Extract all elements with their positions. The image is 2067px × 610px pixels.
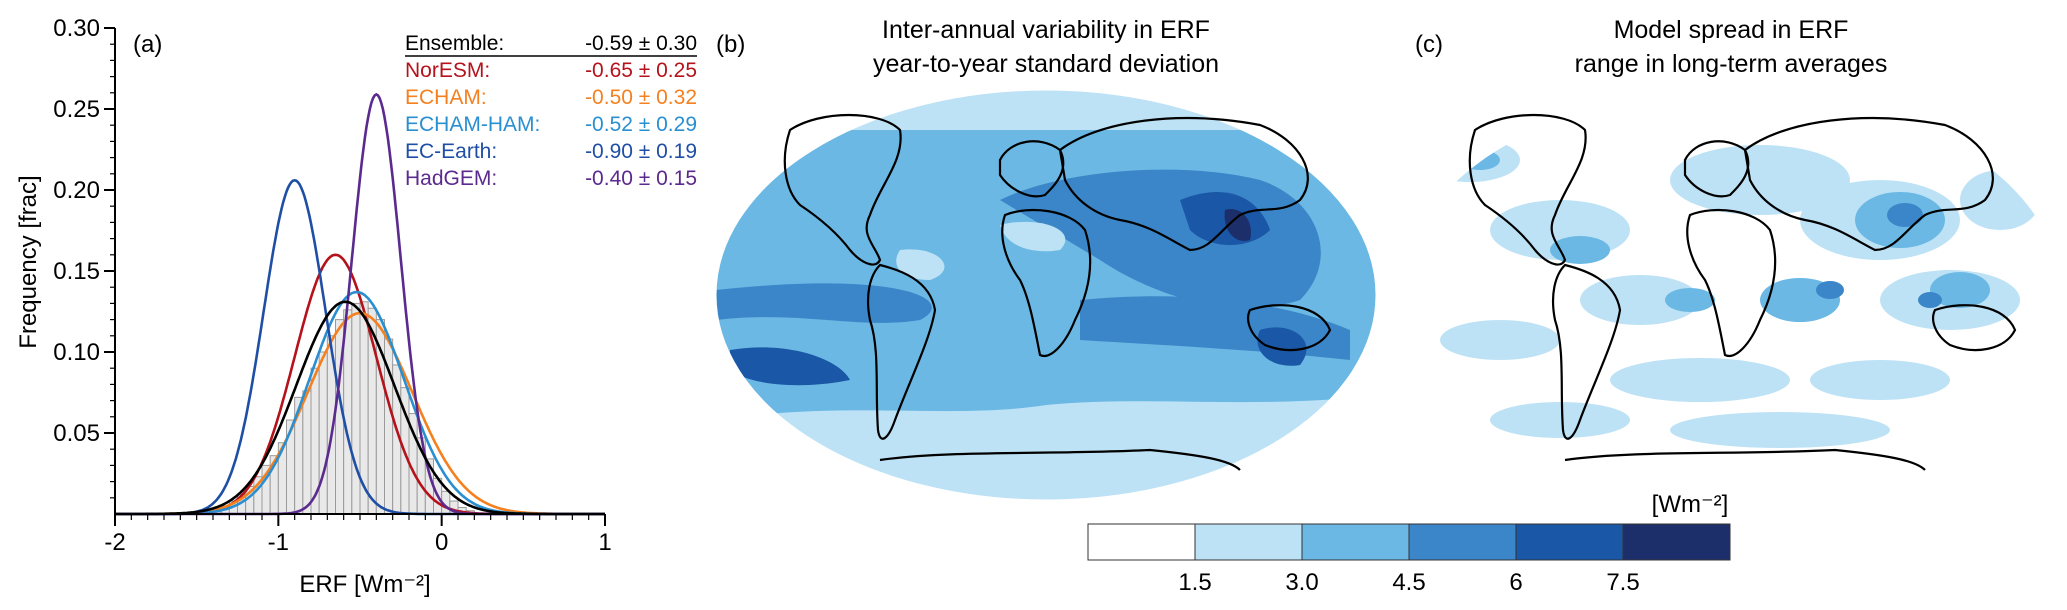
colorbar-tick-label: 6 <box>1509 569 1522 596</box>
legend: Ensemble: -0.59 ± 0.30 NorESM: -0.65 ± 0.25… <box>405 32 697 190</box>
panel-a-axes: -2 -1 0 1 0.05 0.10 0.15 0.20 0.25 0.30 <box>53 15 611 556</box>
legend-entry-name: Ensemble: <box>405 32 504 55</box>
colorbar-tick-label: 4.5 <box>1392 569 1425 596</box>
panel-c-title-line2: range in long-term averages <box>1575 50 1888 78</box>
legend-entry-name: NorESM: <box>405 59 490 82</box>
coastlines-b <box>783 113 1332 471</box>
colorbar-cell <box>1087 523 1196 561</box>
legend-entry-stat: -0.59 ± 0.30 <box>585 32 697 55</box>
panel-b-title-line1: Inter-annual variability in ERF <box>882 16 1210 44</box>
x-axis-label: ERF [Wm⁻²] <box>299 571 430 598</box>
colorbar-cell <box>1194 523 1303 561</box>
colorbar-tick-label: 3.0 <box>1285 569 1318 596</box>
y-axis-label: Frequency [frac] <box>15 175 42 348</box>
y-tick-label: 0.20 <box>53 177 100 204</box>
legend-entry-stat: -0.52 ± 0.29 <box>585 113 697 136</box>
colorbar-tick-label: 7.5 <box>1606 569 1639 596</box>
colorbar-cell <box>1515 523 1624 561</box>
x-tick-label: 0 <box>435 529 448 556</box>
legend-entry-name: ECHAM-HAM: <box>405 113 540 136</box>
panel-c-map: (c) Model spread in ERF range in long-te… <box>1401 16 2061 500</box>
legend-entry-stat: -0.65 ± 0.25 <box>585 59 697 82</box>
y-tick-label: 0.05 <box>53 420 100 447</box>
colorbar: 1.5 3.0 4.5 6 7.5 [Wm⁻²] <box>1087 491 1731 596</box>
y-tick-label: 0.15 <box>53 258 100 285</box>
panel-c-field <box>1401 90 2061 500</box>
coastlines-c <box>1468 113 2017 471</box>
panel-a-histogram-chart: -2 -1 0 1 0.05 0.10 0.15 0.20 0.25 0.30 (a) Ensem… <box>15 15 697 598</box>
x-tick-label: 1 <box>598 529 611 556</box>
y-tick-label: 0.30 <box>53 15 100 42</box>
panel-c-title-line1: Model spread in ERF <box>1614 16 1849 44</box>
legend-entry-name: EC-Earth: <box>405 140 497 163</box>
y-tick-label: 0.10 <box>53 339 100 366</box>
histogram-bar <box>302 390 312 515</box>
legend-entry-stat: -0.90 ± 0.19 <box>585 140 697 163</box>
legend-entry-name: HadGEM: <box>405 167 497 190</box>
panel-b-field <box>716 90 1376 500</box>
legend-entry-name: ECHAM: <box>405 86 487 109</box>
legend-entry-stat: -0.40 ± 0.15 <box>585 167 697 190</box>
panel-b-title-line2: year-to-year standard deviation <box>873 50 1219 78</box>
histogram-bar <box>351 302 361 515</box>
legend-entry-stat: -0.50 ± 0.32 <box>585 86 697 109</box>
histogram-bar <box>318 351 328 515</box>
x-tick-label: -2 <box>104 529 125 556</box>
panel-c-label: (c) <box>1415 31 1443 58</box>
panel-a-label: (a) <box>133 31 162 58</box>
panel-b-map: (b) Inter-annual variability in ERF year… <box>715 16 1377 501</box>
colorbar-cell <box>1301 523 1410 561</box>
colorbar-unit-label: [Wm⁻²] <box>1652 491 1729 518</box>
colorbar-cell <box>1622 523 1731 561</box>
x-tick-label: -1 <box>268 529 289 556</box>
y-tick-label: 0.25 <box>53 96 100 123</box>
colorbar-tick-label: 1.5 <box>1178 569 1211 596</box>
colorbar-cell <box>1408 523 1517 561</box>
panel-b-label: (b) <box>716 31 745 58</box>
